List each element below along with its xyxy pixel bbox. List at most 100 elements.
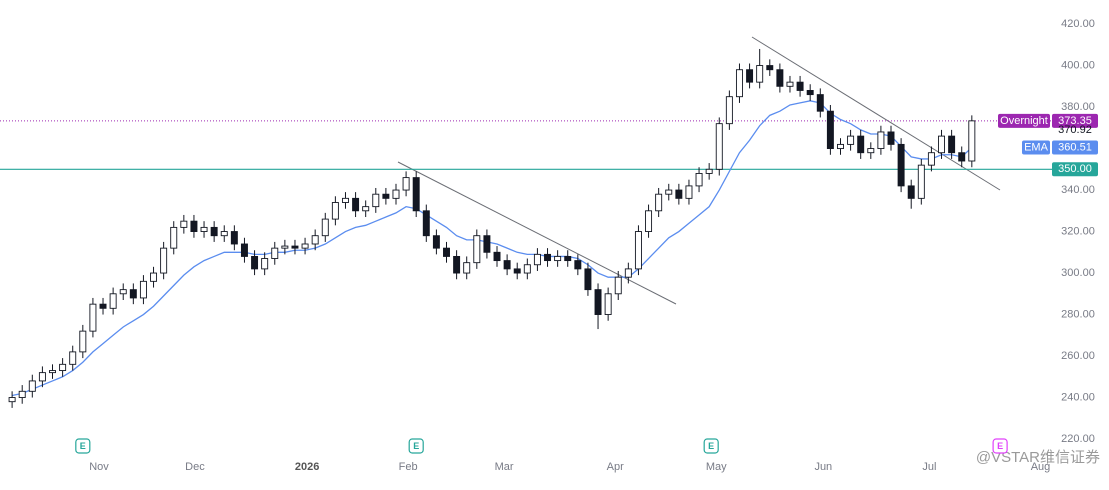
candle	[453, 250, 461, 280]
candle-body	[139, 280, 147, 299]
candle-body	[432, 235, 440, 249]
candle	[604, 287, 612, 321]
candle-body	[897, 143, 905, 187]
candle	[412, 171, 420, 218]
candle-body	[392, 189, 400, 199]
candle	[463, 256, 471, 280]
candle-body	[574, 260, 582, 270]
overnight-name-box	[998, 113, 1050, 128]
candle-body	[857, 135, 865, 154]
candle	[675, 183, 683, 205]
candle-body	[968, 120, 976, 162]
x-tick-label: May	[706, 461, 727, 473]
candle	[38, 366, 46, 388]
candle-body	[523, 264, 531, 274]
candle-body	[291, 245, 299, 249]
candle	[372, 187, 380, 213]
candle-body	[331, 202, 339, 220]
candle-body	[685, 185, 693, 199]
candle	[291, 239, 299, 255]
candle	[109, 287, 117, 315]
candle	[958, 146, 966, 168]
candle	[695, 167, 703, 193]
candle	[180, 214, 188, 234]
candle	[139, 275, 147, 305]
event-badge	[992, 438, 1008, 454]
candle-body	[695, 173, 703, 187]
candle-body	[675, 189, 683, 199]
y-tick-label: 380.00	[1061, 101, 1095, 113]
candle-body	[8, 397, 16, 403]
candle-body	[786, 81, 794, 87]
event-label: E	[413, 441, 419, 451]
x-tick-label: Mar	[495, 461, 514, 473]
candle	[705, 163, 713, 180]
candle-body	[847, 135, 855, 145]
candle-body	[715, 123, 723, 170]
candle-body	[513, 268, 521, 274]
event-badge	[703, 438, 719, 454]
candle-body	[887, 131, 895, 145]
candle	[917, 158, 925, 205]
candle-body	[170, 226, 178, 249]
candle	[746, 63, 754, 89]
session-close-label: 370.92	[1058, 124, 1092, 136]
ema-line	[11, 100, 973, 397]
candle-body	[665, 189, 673, 195]
candle	[655, 187, 663, 218]
candle-body	[220, 231, 228, 237]
event-label: E	[997, 441, 1003, 451]
candle-body	[28, 380, 36, 392]
event-badge	[75, 438, 91, 454]
candle-body	[816, 94, 824, 112]
candle-body	[251, 255, 259, 270]
candle	[483, 229, 491, 259]
candle	[725, 90, 733, 130]
candle-body	[321, 218, 329, 237]
candle	[18, 385, 26, 404]
candle-body	[705, 168, 713, 174]
candle	[544, 248, 552, 267]
candle	[230, 225, 238, 251]
candle-body	[877, 131, 885, 150]
candle	[897, 138, 905, 193]
event-label: E	[708, 441, 714, 451]
x-tick-label: Jun	[814, 461, 832, 473]
candle	[968, 115, 976, 168]
candle	[826, 104, 834, 155]
candle	[554, 250, 562, 267]
candle	[806, 84, 814, 101]
candle	[574, 254, 582, 276]
x-tick-label: Nov	[89, 461, 109, 473]
candle-body	[129, 289, 137, 299]
x-tick-label: 2026	[295, 461, 319, 473]
candle	[160, 241, 168, 280]
candle	[402, 171, 410, 197]
overnight-value-box	[1052, 113, 1098, 128]
candle-body	[463, 262, 471, 274]
candle	[735, 63, 743, 103]
candle-body	[200, 226, 208, 232]
candle-body	[412, 177, 420, 212]
ema-value-box	[1052, 140, 1098, 155]
candle-body	[624, 268, 632, 278]
candle	[564, 250, 572, 267]
candle-body	[645, 210, 653, 232]
candle	[584, 262, 592, 296]
candle-body	[372, 193, 380, 208]
candle	[614, 270, 622, 301]
candle	[119, 283, 127, 301]
candle	[523, 258, 531, 280]
candle-body	[362, 206, 370, 212]
y-tick-label: 400.00	[1061, 59, 1095, 71]
candle-body	[554, 255, 562, 262]
candle	[645, 204, 653, 238]
candle-body	[109, 293, 117, 309]
candle-body	[402, 177, 410, 191]
y-tick-label: 340.00	[1061, 184, 1095, 196]
candle-body	[837, 143, 844, 150]
x-tick-label: Feb	[399, 461, 418, 473]
candle	[847, 129, 855, 151]
candle	[766, 59, 774, 76]
x-tick-label: Aug	[1031, 461, 1051, 473]
